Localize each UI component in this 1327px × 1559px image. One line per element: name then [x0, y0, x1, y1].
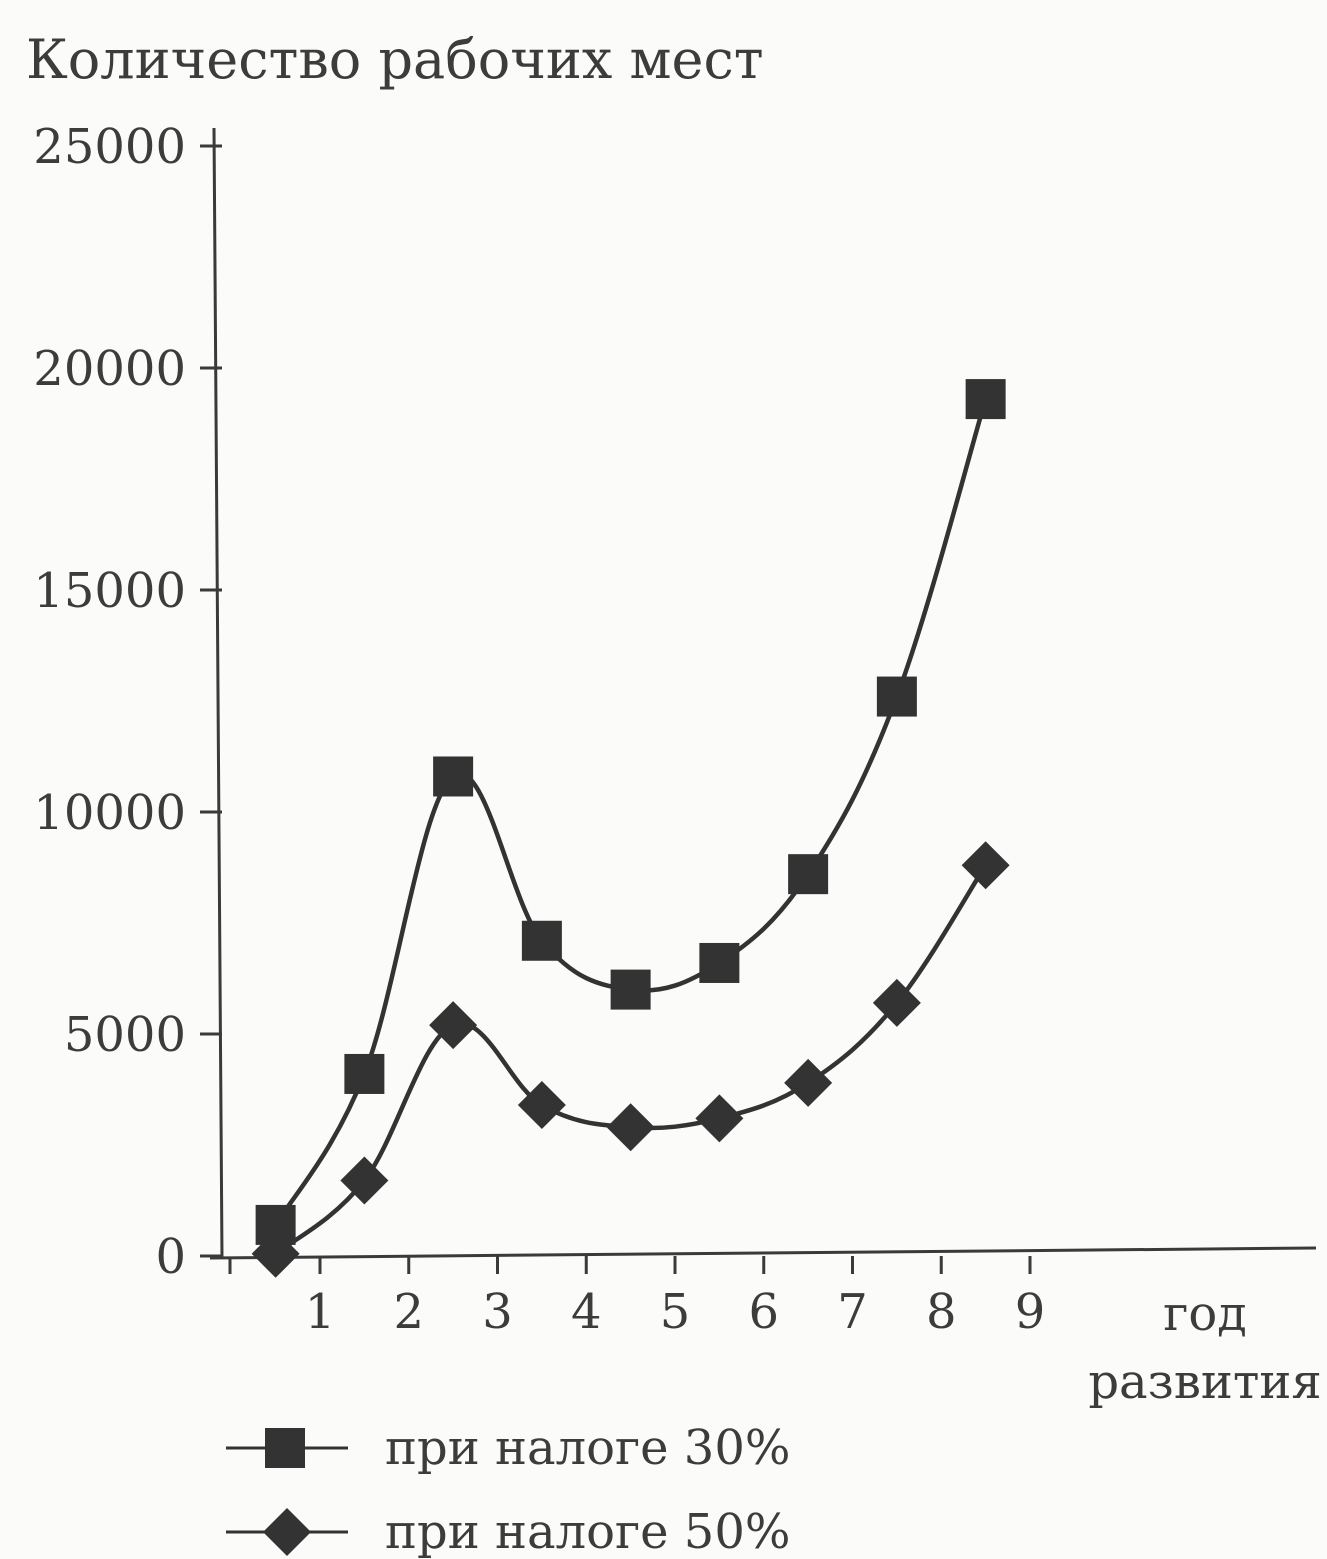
data-point-diamond	[784, 1058, 833, 1107]
y-axis-line	[212, 127, 224, 1259]
y-axis-title: Количество рабочих мест	[26, 28, 764, 91]
data-point-diamond	[961, 841, 1010, 890]
x-tick-label: 4	[571, 1284, 602, 1340]
x-tick-label: 3	[482, 1284, 513, 1340]
x-tick-label: 8	[926, 1284, 957, 1340]
y-tick-label: 20000	[33, 341, 186, 397]
x-tick-label: 9	[1015, 1284, 1046, 1340]
y-tick-label: 15000	[33, 563, 186, 619]
x-tick-label: 6	[748, 1284, 779, 1340]
x-axis-line	[209, 1246, 1317, 1260]
data-point-diamond	[340, 1156, 389, 1205]
legend-diamond-marker	[263, 1508, 311, 1556]
legend-label-30: при налоге 30%	[385, 1420, 790, 1476]
data-point-square	[699, 942, 740, 983]
data-point-diamond	[429, 1001, 478, 1050]
data-point-square	[965, 379, 1006, 420]
series-line	[273, 398, 988, 1227]
x-tick-label: 2	[393, 1284, 424, 1340]
legend-label-50: при налоге 50%	[385, 1504, 790, 1559]
data-point-square	[876, 676, 917, 717]
x-tick-label: 7	[837, 1284, 868, 1340]
data-point-square	[788, 854, 829, 895]
series-layer	[251, 379, 1010, 1278]
data-point-diamond	[872, 978, 921, 1027]
y-tick-label: 5000	[64, 1007, 186, 1063]
y-ticks: 25000 20000 15000 10000 5000 0	[33, 119, 222, 1285]
data-point-diamond	[606, 1103, 655, 1152]
data-point-square	[521, 920, 562, 961]
y-tick-label: 0	[155, 1229, 186, 1285]
x-ticks: 1 2 3 4 5 6 7 8 9	[228, 1256, 1046, 1340]
y-tick-label: 25000	[33, 119, 186, 175]
y-tick-label: 10000	[33, 785, 186, 841]
x-tick-label: 5	[660, 1284, 691, 1340]
data-point-square	[344, 1053, 385, 1094]
x-axis-title-line2: развития	[1088, 1354, 1321, 1410]
legend: при налоге 30% при налоге 50%	[226, 1420, 790, 1559]
legend-square-marker	[265, 1428, 305, 1468]
x-tick-label: 1	[305, 1284, 336, 1340]
data-point-diamond	[517, 1081, 566, 1130]
data-point-square	[610, 969, 651, 1010]
x-axis-title-line1: год	[1163, 1286, 1247, 1342]
data-point-diamond	[251, 1229, 300, 1278]
data-point-square	[433, 756, 474, 797]
data-point-diamond	[695, 1094, 744, 1143]
